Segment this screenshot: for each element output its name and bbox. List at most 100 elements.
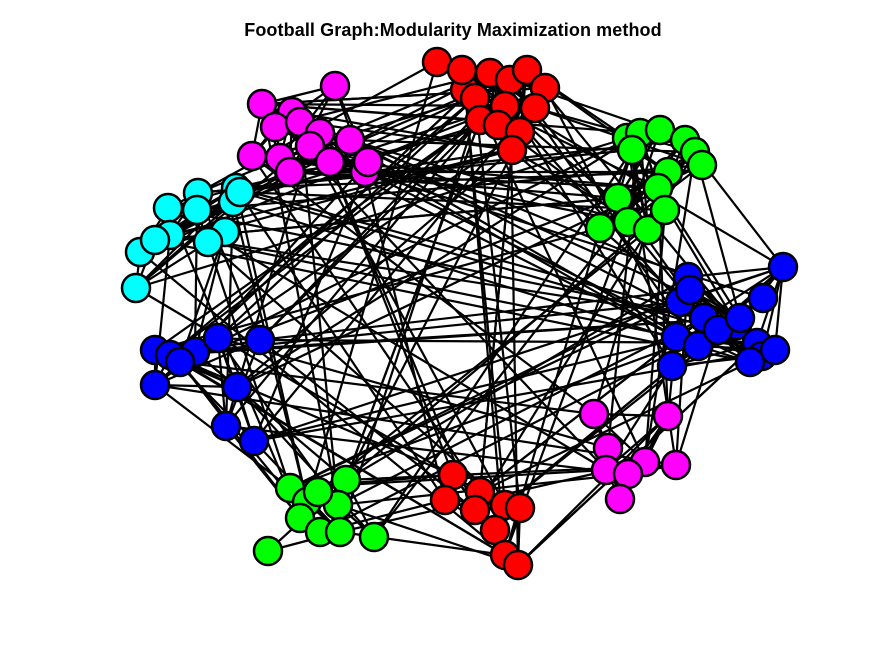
graph-edge	[179, 360, 595, 416]
graph-edge	[259, 119, 481, 341]
graph-node-magenta-top-left	[352, 146, 384, 178]
graph-node-red-top	[511, 54, 543, 86]
graph-edge	[328, 161, 477, 511]
graph-edge	[544, 87, 677, 338]
graph-edge	[289, 170, 619, 200]
graph-node-magenta-top-left	[334, 124, 366, 156]
graph-node-magenta-bottom-right	[660, 449, 692, 481]
graph-node-magenta-bottom-right	[652, 400, 684, 432]
graph-edge	[194, 300, 681, 354]
graph-edge	[235, 186, 738, 327]
graph-node-red-top	[446, 54, 478, 86]
graph-node-red-top	[519, 92, 551, 124]
graph-edge	[291, 110, 513, 152]
graph-node-cyan-left	[181, 194, 213, 226]
graph-node-blue-right	[759, 334, 791, 366]
graph-node-blue-right	[767, 251, 799, 283]
graph-edge	[363, 171, 447, 501]
graph-edge	[154, 119, 481, 351]
graph-edge	[179, 132, 641, 363]
graph-node-green-top-right	[616, 134, 648, 166]
graph-edge	[154, 238, 751, 364]
graph-edge	[167, 207, 607, 471]
graph-edge	[643, 209, 667, 463]
graph-node-red-top	[421, 46, 453, 78]
graph-node-green-top-right	[584, 212, 616, 244]
graph-node-magenta-top-left	[274, 156, 306, 188]
graph-edge	[231, 201, 309, 503]
graph-node-blue-left	[210, 410, 242, 442]
figure-title: Football Graph:Modularity Maximization m…	[244, 20, 662, 40]
graph-edge	[259, 339, 476, 511]
graph-node-magenta-top-left	[314, 146, 346, 178]
graph-edge	[328, 161, 455, 476]
graph-edge	[511, 149, 601, 229]
graph-edge	[337, 317, 705, 506]
graph-edge	[337, 503, 519, 567]
graph-node-cyan-left	[139, 224, 171, 256]
graph-node-green-bottom-left	[324, 516, 356, 548]
graph-node-magenta-bottom-right	[612, 458, 644, 490]
graph-node-green-bottom-left	[330, 464, 362, 496]
graph-node-magenta-top-left	[246, 88, 278, 120]
graph-node-blue-right	[747, 282, 779, 314]
graph-edge	[193, 209, 199, 353]
graph-node-blue-left	[221, 371, 253, 403]
graph-edge	[517, 415, 669, 566]
graph-node-cyan-left	[152, 192, 184, 224]
graph-edge	[169, 233, 705, 320]
graph-edge	[167, 206, 738, 327]
graph-node-cyan-left	[192, 226, 224, 258]
graph-edge	[169, 119, 481, 356]
graph-node-magenta-bottom-right	[604, 483, 636, 515]
graph-node-cyan-left	[120, 272, 152, 304]
graph-node-green-top-right	[686, 149, 718, 181]
graph-node-green-bottom-left	[358, 521, 390, 553]
graph-edge	[687, 265, 784, 279]
graph-edge	[236, 132, 641, 388]
graph-node-green-bottom-left	[252, 535, 284, 567]
graph-node-green-top-right	[632, 214, 664, 246]
graph-edge	[474, 229, 649, 511]
graph-edge	[479, 361, 751, 493]
graph-edge	[504, 105, 681, 303]
graph-edge	[169, 97, 476, 356]
graph-node-magenta-top-left	[294, 130, 326, 162]
graph-node-blue-right	[724, 302, 756, 334]
graph-edge	[259, 288, 691, 342]
graph-node-blue-left	[202, 322, 234, 354]
graph-node-red-bottom	[502, 549, 534, 581]
graph-node-blue-left	[139, 369, 171, 401]
graph-edge	[463, 89, 507, 506]
graph-node-red-bottom	[437, 459, 469, 491]
graph-node-green-top-right	[649, 194, 681, 226]
graph-node-red-bottom	[459, 494, 491, 526]
graph-edge	[139, 104, 506, 254]
graph-node-red-top	[496, 134, 528, 166]
graph-node-blue-right	[682, 330, 714, 362]
graph-node-magenta-top-left	[236, 140, 268, 172]
graph-node-cyan-left	[224, 176, 256, 208]
graph-node-blue-left	[238, 425, 270, 457]
graph-edge	[169, 353, 454, 477]
graph-edge	[261, 86, 546, 106]
graph-edge	[253, 348, 776, 443]
graph-node-magenta-bottom-right	[578, 398, 610, 430]
graph-node-magenta-top-left	[319, 70, 351, 102]
graph-node-blue-right	[656, 350, 688, 382]
graph-edge	[473, 97, 522, 509]
graph-node-blue-left	[244, 324, 276, 356]
graph-node-red-bottom	[504, 492, 536, 524]
graph-edge	[252, 171, 367, 442]
graph-edge	[217, 131, 521, 339]
graph-node-blue-right	[734, 346, 766, 378]
graph-edge	[196, 163, 703, 212]
graph-edge	[253, 323, 738, 443]
graph-edge	[349, 138, 629, 224]
graph-node-blue-right	[674, 274, 706, 306]
graph-edge	[232, 200, 699, 348]
graph-node-red-bottom	[429, 484, 461, 516]
graph-node-green-bottom-left	[302, 476, 334, 508]
nodes-layer	[120, 46, 799, 581]
